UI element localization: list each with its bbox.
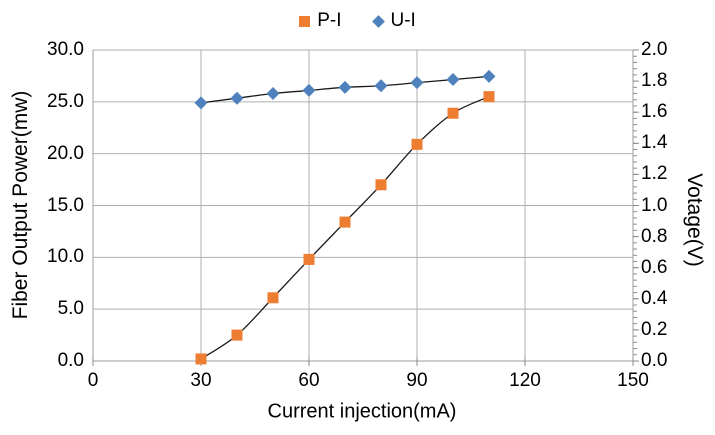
y-right-tick-label: 0.6: [641, 256, 668, 278]
y-right-tick-label: 0.0: [641, 350, 668, 371]
y-left-tick-label: 15.0: [47, 194, 84, 216]
x-tick-label: 90: [406, 370, 428, 391]
square-marker-icon: [299, 15, 311, 27]
data-point-P-I: [195, 353, 207, 365]
y-left-tick-label: 0.0: [57, 350, 84, 371]
y-right-tick-label: 0.8: [641, 225, 668, 247]
data-point-U-I: [338, 80, 352, 94]
legend-item-U-I: U-I: [372, 10, 416, 32]
y-right-tick-label: 0.2: [641, 318, 668, 340]
y-right-tick-label: 1.8: [641, 70, 668, 92]
y-right-tick-label: 1.4: [641, 132, 668, 154]
y-right-tick-label: 1.2: [641, 163, 668, 185]
y-left-tick-label: 30.0: [47, 39, 84, 60]
chart-legend: P-I U-I: [0, 9, 715, 33]
data-point-U-I: [410, 76, 424, 90]
data-point-P-I: [267, 292, 279, 304]
legend-label: P-I: [317, 10, 342, 31]
y-right-tick-label: 0.4: [641, 287, 668, 309]
x-tick-label: 30: [190, 370, 212, 391]
legend-label: U-I: [390, 10, 416, 31]
data-point-P-I: [411, 138, 423, 150]
data-point-P-I: [303, 253, 315, 265]
x-tick-label: 150: [617, 370, 649, 391]
x-tick-label: 120: [509, 370, 541, 391]
data-point-U-I: [446, 73, 460, 87]
y-right-tick-label: 2.0: [641, 39, 668, 60]
data-point-P-I: [375, 179, 387, 191]
y-right-tick-label: 1.0: [641, 194, 668, 216]
x-tick-label: 60: [298, 370, 320, 391]
y-axis-title-left: Fiber Output Power(mw): [9, 90, 32, 320]
legend-item-P-I: P-I: [299, 10, 341, 32]
data-point-U-I: [230, 91, 244, 105]
x-tick-label: 0: [87, 370, 99, 391]
data-point-P-I: [339, 216, 351, 228]
y-axis-title-right: Votage(V): [683, 173, 706, 267]
series-line-P-I: [200, 96, 490, 360]
y-right-tick-label: 1.6: [641, 101, 668, 123]
data-point-U-I: [374, 79, 388, 93]
x-axis-title: Current injection(mA): [267, 400, 457, 423]
data-point-U-I: [302, 83, 316, 97]
y-left-tick-label: 25.0: [47, 90, 84, 112]
data-point-P-I: [231, 329, 243, 341]
data-point-U-I: [266, 87, 280, 101]
data-point-P-I: [447, 107, 459, 119]
y-left-tick-label: 20.0: [47, 142, 84, 164]
data-point-P-I: [483, 91, 495, 103]
y-left-tick-label: 5.0: [57, 298, 84, 320]
data-point-U-I: [194, 96, 208, 110]
y-left-tick-label: 10.0: [47, 246, 84, 268]
data-point-U-I: [482, 69, 496, 83]
